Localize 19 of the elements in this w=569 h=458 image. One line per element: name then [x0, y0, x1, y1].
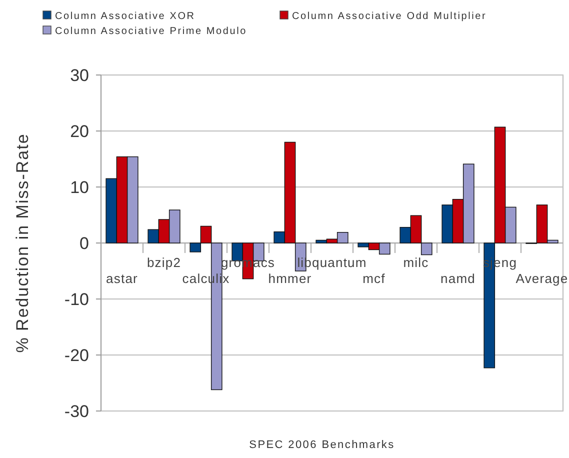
y-tick-label: -20 [64, 346, 89, 365]
y-tick-label: 20 [70, 122, 89, 141]
legend-label: Column Associative Prime Modulo [55, 26, 248, 37]
x-tick-label: milc [403, 255, 429, 270]
x-tick-label: mcf [362, 271, 386, 286]
y-axis-title: % Reduction in Miss-Rate [13, 133, 32, 353]
y-tick-label: 0 [80, 234, 89, 253]
x-tick-label: astar [106, 271, 138, 286]
x-tick-label: Average [516, 271, 568, 286]
legend-label: Column Associative Odd Multiplier [292, 11, 487, 22]
x-axis-title: SPEC 2006 Benchmarks [249, 439, 395, 451]
y-tick-label: -10 [64, 290, 89, 309]
x-tick-label: namd [440, 271, 476, 286]
x-tick-label: hmmer [268, 271, 312, 286]
legend-label: Column Associative XOR [55, 11, 196, 22]
y-tick-label: -30 [64, 402, 89, 421]
y-tick-label: 30 [70, 66, 89, 85]
x-tick-label: bzip2 [146, 255, 182, 270]
y-tick-label: 10 [70, 178, 89, 197]
